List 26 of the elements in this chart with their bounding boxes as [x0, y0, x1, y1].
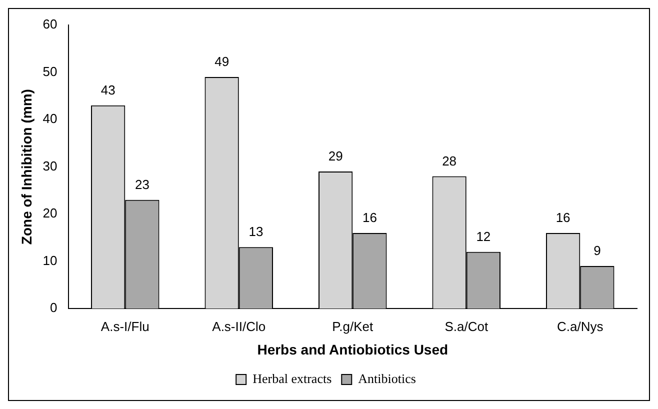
data-label: 12: [476, 228, 491, 244]
y-tick-label: 50: [42, 64, 58, 79]
y-tick-label: 10: [42, 252, 58, 268]
y-tick-label: 30: [42, 158, 58, 174]
data-label: 49: [214, 54, 230, 70]
legend-label: Antibiotics: [358, 370, 416, 386]
y-tick-label: 60: [42, 16, 58, 32]
data-label: 28: [442, 153, 457, 168]
data-label: 29: [328, 148, 343, 164]
data-label: 16: [362, 210, 377, 226]
x-tick-label: P.g/Ket: [332, 318, 374, 334]
data-label: 43: [100, 82, 116, 98]
y-tick-label: 0: [50, 300, 58, 316]
x-tick-label: S.a/Cot: [444, 318, 488, 334]
x-tick-label: A.s-I/Flu: [100, 318, 150, 334]
x-tick-label: A.s-II/Clo: [212, 318, 266, 334]
data-label: 16: [556, 210, 570, 226]
y-tick-label: 20: [42, 206, 58, 221]
data-label: 9: [594, 243, 601, 258]
y-axis-title: Zone of Inhibition (mm): [18, 89, 34, 245]
legend-label: Herbal extracts: [252, 370, 332, 386]
data-label: 13: [248, 224, 264, 240]
x-axis-title: Herbs and Antiobiotics Used: [257, 341, 448, 358]
y-tick-label: 40: [42, 111, 58, 126]
x-tick-label: C.a/Nys: [557, 318, 604, 334]
data-label: 23: [134, 176, 150, 192]
